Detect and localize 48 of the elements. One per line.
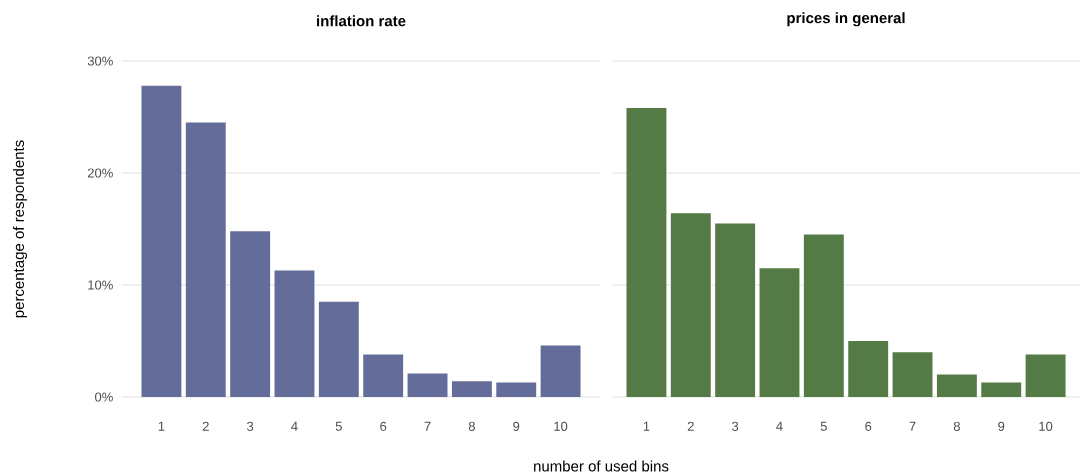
bar [230, 231, 271, 397]
bar [626, 108, 667, 397]
bar [892, 352, 933, 397]
bar [318, 301, 359, 397]
x-tick-label: 10 [1039, 421, 1053, 431]
x-tick-label: 8 [468, 421, 475, 431]
x-tick-label: 8 [953, 421, 960, 431]
y-tick-label: 0% [95, 392, 113, 402]
x-axis-title: number of used bins [534, 460, 669, 472]
bar [803, 234, 844, 397]
y-tick-label: 30% [87, 56, 113, 66]
x-tick-label: 4 [776, 421, 783, 431]
bar [981, 382, 1022, 397]
bar [363, 354, 404, 397]
bar [141, 85, 182, 397]
x-tick-label: 9 [998, 421, 1005, 431]
x-tick-label: 1 [643, 421, 650, 431]
x-tick-label: 1 [158, 421, 165, 431]
x-tick-label: 9 [513, 421, 520, 431]
x-tick-label: 3 [247, 421, 254, 431]
bar [540, 345, 581, 397]
y-axis-title: percentage of respondents [13, 140, 27, 318]
x-tick-label: 10 [554, 421, 568, 431]
x-tick-label: 5 [820, 421, 827, 431]
bar [185, 122, 226, 397]
bar [715, 223, 756, 397]
y-tick-label: 20% [87, 168, 113, 178]
bar [451, 381, 492, 397]
bar [936, 374, 977, 397]
bar [848, 341, 889, 397]
chart-title: prices in general [787, 12, 905, 27]
bar [496, 382, 537, 397]
bar [407, 373, 448, 397]
x-tick-label: 2 [202, 421, 209, 431]
x-tick-label: 5 [335, 421, 342, 431]
bar [274, 270, 315, 397]
y-tick-label: 10% [88, 280, 113, 290]
x-tick-label: 6 [865, 421, 872, 431]
x-tick-label: 2 [687, 421, 694, 431]
bar [670, 213, 711, 397]
bar [1025, 354, 1066, 397]
x-tick-label: 4 [291, 421, 298, 431]
chart-title: inflation rate [317, 15, 406, 27]
x-tick-label: 6 [380, 421, 387, 431]
bar [759, 268, 800, 397]
x-tick-label: 7 [909, 421, 916, 431]
x-tick-label: 3 [732, 421, 739, 431]
x-tick-label: 7 [424, 421, 431, 431]
